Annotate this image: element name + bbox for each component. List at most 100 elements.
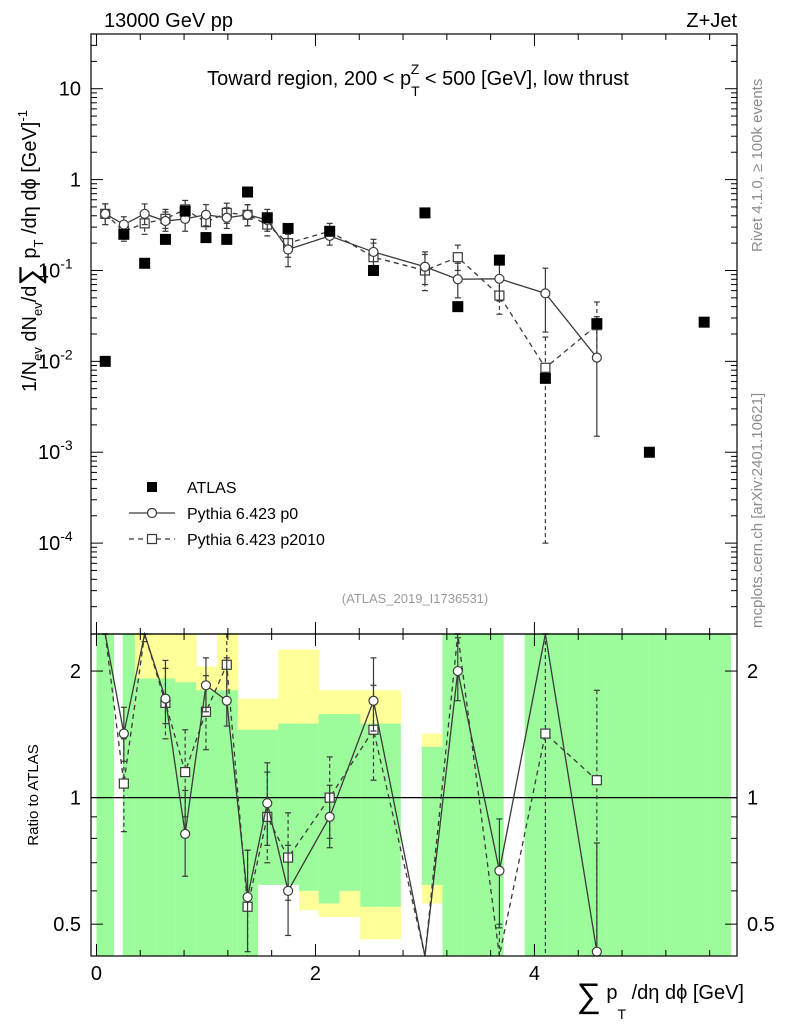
- ratio-p2010-point: [118, 778, 129, 789]
- ratio-band-green: [278, 723, 300, 885]
- main-p0-point: [160, 215, 171, 227]
- ratio-y-tick-label: 2: [70, 661, 81, 683]
- main-y-tick-label: 1: [70, 170, 81, 192]
- ratio-band-green: [381, 723, 402, 907]
- energy-label: 13000 GeV pp: [104, 10, 233, 32]
- ratio-p0-point: [368, 695, 379, 706]
- x-tick-label: 0: [91, 963, 102, 985]
- main-p0-point: [419, 261, 431, 272]
- ratio-band-gap: [113, 634, 123, 956]
- mcplots-label: mcplots.cern.ch [arXiv:2401.10621]: [749, 393, 766, 628]
- main-atlas-point: [118, 228, 130, 240]
- main-atlas-point: [643, 446, 655, 458]
- main-p0-point: [540, 288, 551, 299]
- legend: ATLAS Pythia 6.423 p0 Pythia 6.423 p2010: [129, 480, 325, 549]
- main-p0-line: [104, 213, 598, 359]
- ratio-band-green: [606, 634, 629, 956]
- main-p0-point: [368, 246, 379, 258]
- main-p0-point: [494, 273, 505, 284]
- ratio-band-gap: [400, 634, 422, 956]
- ratio-p0-point: [221, 695, 232, 706]
- main-atlas-point: [419, 207, 431, 219]
- main-atlas-point: [698, 316, 710, 328]
- rivet-label: Rivet 4.1.0, ≥ 100k events: [749, 79, 766, 252]
- main-atlas-point: [452, 301, 464, 313]
- main-title: Toward region, 200 < pTZ < 500 [GeV], lo…: [207, 61, 629, 99]
- ratio-band-green: [648, 634, 670, 956]
- main-atlas-point: [591, 318, 603, 330]
- ratio-band-green: [545, 634, 567, 956]
- analysis-id: (ATLAS_2019_I1736531): [342, 591, 488, 606]
- ratio-band-green: [463, 634, 485, 956]
- main-p0-point: [200, 209, 212, 220]
- ratio-y-tick-label: 2: [747, 661, 758, 683]
- ratio-band-green: [360, 723, 382, 907]
- main-p2010-point: [452, 252, 463, 263]
- ratio-p0-point: [324, 811, 335, 822]
- ratio-p0-point: [452, 665, 463, 677]
- ratio-band-green: [689, 634, 711, 956]
- ratio-band-green: [134, 678, 157, 956]
- ratio-band-green: [96, 634, 115, 956]
- main-y-tick-label: 10: [59, 79, 81, 101]
- main-atlas-point: [324, 225, 336, 237]
- ratio-p0-point: [494, 865, 505, 876]
- legend-atlas-marker: [147, 482, 157, 492]
- ratio-p2010-point: [540, 728, 551, 739]
- ratio-band-green: [566, 634, 587, 956]
- main-p2010-point: [540, 362, 551, 373]
- ratio-y-tick-label: 1: [70, 788, 81, 810]
- main-y-tick-label: 10-2: [38, 346, 73, 373]
- ratio-band-green: [216, 690, 239, 956]
- ratio-p0-point: [180, 828, 191, 839]
- main-p0-point: [221, 212, 232, 223]
- main-y-tick-label: 10-4: [38, 528, 73, 555]
- ratio-band-green: [196, 690, 218, 956]
- main-y-tick-label: 10-3: [38, 437, 73, 464]
- main-atlas-point: [179, 205, 191, 217]
- ratio-p0-point: [200, 680, 212, 691]
- main-p0-point: [242, 209, 253, 220]
- ratio-y-tick-label: 0.5: [747, 914, 775, 936]
- ratio-y-tick-label: 0.5: [53, 914, 81, 936]
- legend-p0-marker: [146, 507, 158, 519]
- main-atlas-point: [242, 186, 254, 198]
- main-p0-point: [139, 208, 150, 219]
- process-label: Z+Jet: [686, 10, 737, 32]
- main-p2010-line: [104, 208, 598, 369]
- main-atlas-point: [493, 254, 505, 266]
- ratio-band-green: [709, 634, 731, 956]
- legend-p0-label: Pythia 6.423 p0: [187, 506, 298, 523]
- ratio-band-green: [669, 634, 691, 956]
- ratio-band-green: [299, 723, 320, 891]
- main-y-tick-label: 10-1: [38, 255, 73, 282]
- legend-atlas-label: ATLAS: [187, 480, 237, 497]
- main-atlas-point: [282, 222, 294, 234]
- legend-p2010-label: Pythia 6.423 p2010: [187, 532, 325, 549]
- ratio-p2010-point: [180, 766, 191, 778]
- ratio-band-green: [484, 634, 505, 956]
- ratio-band-green: [155, 678, 176, 956]
- main-p0-point: [118, 219, 129, 230]
- main-atlas-point: [539, 372, 551, 384]
- legend-p2010-marker: [146, 533, 158, 545]
- ratio-p0-point: [262, 798, 273, 809]
- ratio-p0-point: [242, 891, 253, 903]
- main-y-axis-title: 1/Nev dNev/d∑ pT /dη dϕ [GeV]-1: [14, 110, 47, 392]
- x-tick-label: 2: [310, 963, 321, 985]
- ratio-band-green: [524, 634, 546, 956]
- ratio-p2010-point: [591, 775, 602, 786]
- main-atlas-point: [99, 355, 111, 367]
- ratio-band-green: [339, 714, 361, 891]
- main-p0-point: [591, 352, 602, 363]
- main-p0-point: [452, 274, 463, 285]
- main-atlas-point: [200, 232, 212, 244]
- main-atlas-point: [139, 257, 151, 269]
- main-atlas-point: [221, 233, 233, 245]
- ratio-p0-point: [282, 885, 294, 896]
- ratio-panel-frame: [90, 633, 738, 957]
- ratio-p0-point: [118, 728, 129, 739]
- main-atlas-point: [159, 233, 171, 245]
- ratio-band-green: [237, 729, 258, 956]
